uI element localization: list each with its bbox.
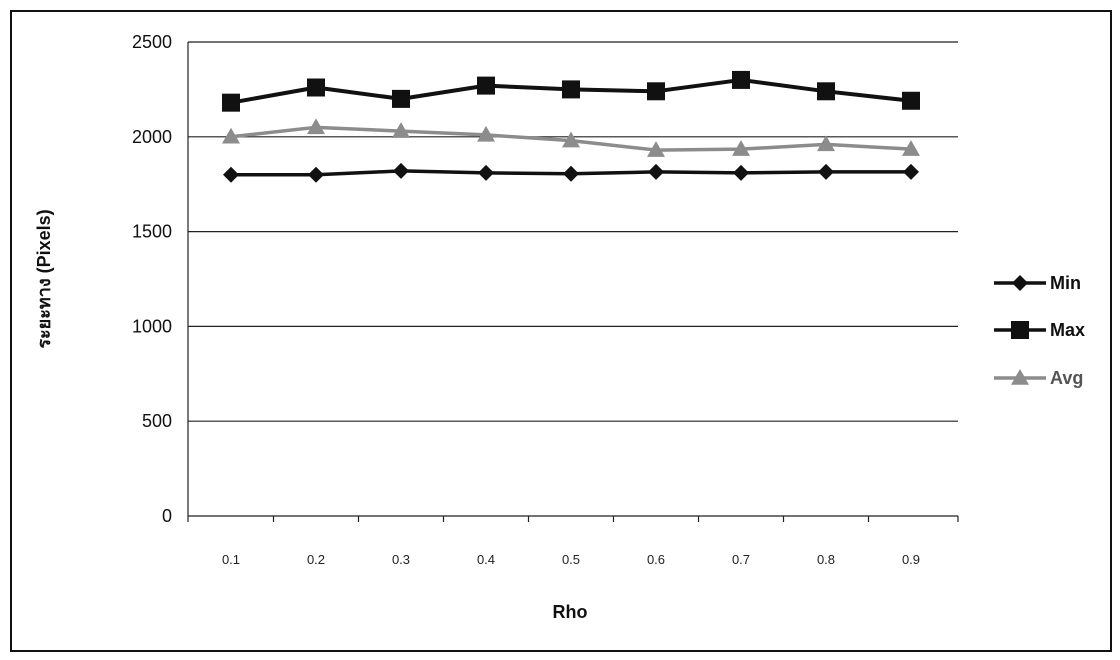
data-point-max	[392, 89, 410, 108]
data-point-min	[478, 164, 494, 181]
x-tick-label: 0.5	[562, 552, 580, 567]
x-tick-label: 0.9	[902, 552, 920, 567]
y-tick-label: 0	[162, 506, 172, 526]
data-point-min	[308, 166, 324, 183]
data-point-max	[222, 93, 240, 112]
chart-frame	[10, 10, 1112, 652]
y-tick-label: 500	[142, 411, 172, 431]
data-point-avg	[307, 118, 325, 135]
x-axis-title: Rho	[553, 602, 588, 622]
data-point-avg	[562, 131, 580, 148]
legend-marker-avg	[1011, 369, 1029, 385]
tick-labels: 0 500 1000 1500 2000 2500 0.1 0.2 0.3 0.4 0.5 0.6 0.…	[132, 32, 920, 567]
data-point-min	[903, 163, 919, 180]
data-point-min	[223, 166, 239, 183]
data-point-avg	[392, 122, 410, 138]
axes	[187, 42, 959, 522]
data-point-min	[563, 165, 579, 182]
x-tick-label: 0.8	[817, 552, 835, 567]
y-tick-label: 1500	[132, 222, 172, 242]
grid-lines	[188, 41, 958, 422]
y-tick-label: 1000	[132, 316, 172, 336]
data-point-max	[817, 82, 835, 101]
data-point-max	[562, 80, 580, 99]
data-point-max	[307, 78, 325, 97]
x-tick-label: 0.7	[732, 552, 750, 567]
x-tick-label: 0.1	[222, 552, 240, 567]
data-point-min	[733, 164, 749, 181]
data-point-avg	[222, 127, 240, 144]
legend: Min Max Avg	[994, 273, 1085, 388]
legend-label-max: Max	[1050, 320, 1085, 340]
data-point-avg	[477, 125, 495, 142]
data-point-min	[818, 163, 834, 180]
legend-label-min: Min	[1050, 273, 1081, 293]
legend-marker-min	[1012, 275, 1028, 291]
data-point-max	[477, 76, 495, 95]
x-tick-label: 0.3	[392, 552, 410, 567]
data-point-avg	[902, 140, 920, 156]
data-point-max	[902, 91, 920, 110]
y-tick-label: 2000	[132, 127, 172, 147]
data-point-avg	[817, 135, 835, 152]
legend-label-avg: Avg	[1050, 368, 1083, 388]
data-point-avg	[732, 140, 750, 156]
data-point-min	[393, 162, 409, 179]
y-axis-title: ระยะทาง (Pixels)	[34, 209, 54, 348]
x-tick-label: 0.4	[477, 552, 495, 567]
data-point-avg	[647, 141, 665, 157]
data-point-max	[647, 82, 665, 101]
data-point-max	[732, 70, 750, 89]
data-point-min	[648, 163, 664, 180]
y-tick-label: 2500	[132, 32, 172, 52]
series-markers	[222, 70, 920, 183]
legend-marker-max	[1011, 321, 1029, 339]
x-tick-label: 0.6	[647, 552, 665, 567]
x-tick-label: 0.2	[307, 552, 325, 567]
